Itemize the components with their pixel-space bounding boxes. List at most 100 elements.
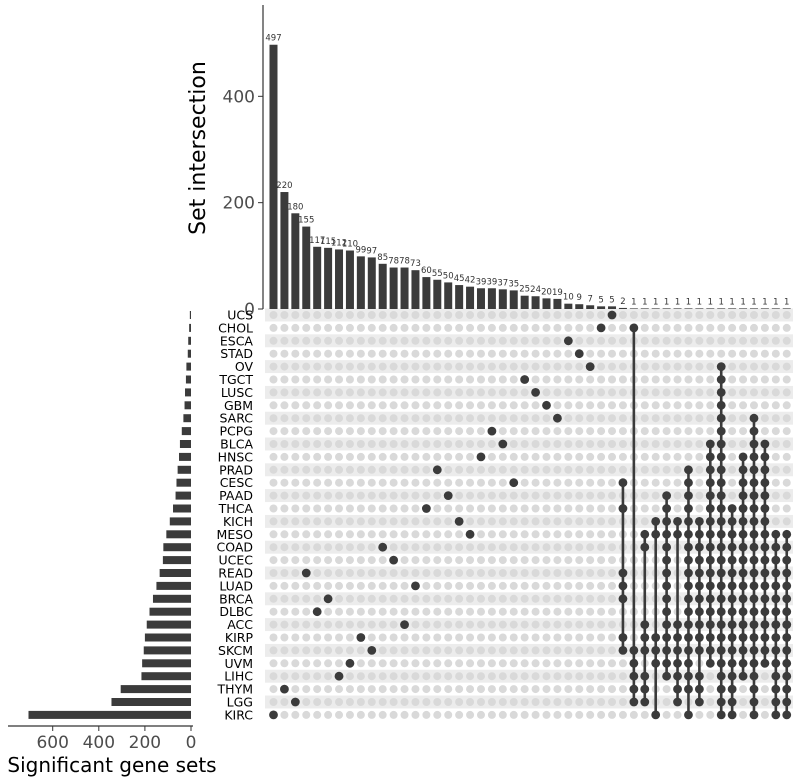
matrix-dot-inactive — [728, 362, 737, 371]
matrix-dot-inactive — [444, 478, 453, 487]
matrix-dot-inactive — [684, 452, 693, 461]
matrix-dot-inactive — [345, 349, 354, 358]
matrix-dot-inactive — [608, 401, 617, 410]
matrix-dot-inactive — [378, 440, 387, 448]
matrix-dot-inactive — [498, 659, 507, 668]
matrix-dot-inactive — [487, 311, 496, 319]
matrix-dot-inactive — [302, 659, 311, 668]
intersection-bar — [280, 192, 289, 309]
matrix-dot-inactive — [651, 491, 660, 500]
matrix-dot-inactive — [444, 543, 453, 552]
matrix-dot-inactive — [509, 491, 518, 500]
matrix-dot-inactive — [335, 491, 344, 500]
matrix-dot-inactive — [575, 375, 584, 384]
matrix-dot-active — [662, 504, 672, 513]
matrix-dot-inactive — [335, 336, 344, 345]
matrix-dot-inactive — [553, 556, 562, 565]
matrix-dot-inactive — [586, 581, 595, 590]
matrix-dot-active — [694, 671, 704, 681]
matrix-dot-inactive — [422, 620, 431, 629]
intersection-bar — [498, 289, 507, 309]
intersection-bar — [618, 307, 627, 309]
intersection-bar — [269, 44, 278, 310]
intersection-value-label: 1 — [664, 297, 669, 307]
matrix-dot-inactive — [345, 556, 354, 565]
matrix-dot-inactive — [498, 491, 507, 500]
matrix-dot-inactive — [411, 388, 420, 397]
matrix-dot-inactive — [433, 530, 442, 539]
matrix-dot-inactive — [520, 620, 529, 629]
matrix-row-stripe — [265, 334, 793, 348]
matrix-dot-inactive — [411, 633, 420, 642]
matrix-dot-inactive — [520, 349, 529, 358]
matrix-dot-active — [640, 633, 650, 642]
matrix-dot-active — [662, 581, 672, 591]
matrix-dot-inactive — [411, 362, 420, 371]
matrix-dot-active — [716, 671, 726, 681]
matrix-dot-inactive — [771, 414, 780, 423]
matrix-dot-inactive — [487, 478, 496, 487]
matrix-dot-inactive — [400, 685, 409, 694]
matrix-dot-inactive — [433, 685, 442, 694]
matrix-dot-active — [760, 633, 770, 642]
set-label: MESO — [217, 527, 254, 542]
matrix-dot-inactive — [433, 517, 442, 526]
matrix-dot-active — [771, 581, 781, 591]
set-size-bar — [183, 414, 191, 423]
matrix-dot-inactive — [422, 556, 431, 565]
matrix-dot-active — [749, 504, 759, 513]
matrix-dot-inactive — [367, 633, 376, 642]
matrix-dot-inactive — [389, 349, 398, 358]
matrix-dot-inactive — [411, 685, 420, 694]
matrix-dot-inactive — [531, 311, 540, 319]
matrix-dot-active — [509, 478, 519, 488]
matrix-dot-active — [454, 517, 464, 526]
matrix-dot-inactive — [520, 362, 529, 371]
matrix-dot-inactive — [269, 375, 278, 384]
intersection-bar — [684, 308, 693, 309]
matrix-dot-inactive — [367, 607, 376, 616]
matrix-dot-inactive — [291, 401, 300, 410]
matrix-dot-inactive — [356, 685, 365, 694]
matrix-dot-inactive — [466, 349, 475, 358]
matrix-dot-inactive — [684, 349, 693, 358]
matrix-dot-inactive — [411, 710, 420, 719]
matrix-dot-inactive — [542, 685, 551, 694]
matrix-dot-active — [782, 658, 792, 668]
matrix-dot-inactive — [564, 710, 573, 719]
matrix-dot-inactive — [509, 465, 518, 474]
matrix-dot-inactive — [575, 323, 584, 332]
matrix-dot-inactive — [280, 349, 289, 358]
matrix-dot-inactive — [542, 607, 551, 616]
matrix-dot-inactive — [520, 646, 529, 655]
matrix-dot-inactive — [324, 362, 333, 371]
matrix-dot-inactive — [760, 710, 769, 719]
matrix-dot-inactive — [291, 388, 300, 397]
intersection-bar — [455, 285, 464, 309]
matrix-dot-inactive — [455, 710, 464, 719]
matrix-dot-inactive — [345, 685, 354, 694]
set-size-bar — [175, 491, 191, 500]
matrix-dot-inactive — [531, 517, 540, 526]
matrix-dot-inactive — [269, 620, 278, 629]
matrix-dot-inactive — [575, 581, 584, 590]
matrix-dot-inactive — [378, 414, 387, 423]
matrix-dot-inactive — [673, 710, 682, 719]
matrix-dot-inactive — [335, 543, 344, 552]
matrix-dot-inactive — [618, 388, 627, 397]
matrix-dot-inactive — [335, 323, 344, 332]
matrix-dot-inactive — [509, 504, 518, 513]
matrix-dot-inactive — [313, 556, 322, 565]
matrix-dot-inactive — [651, 388, 660, 397]
matrix-dot-active — [749, 413, 759, 423]
matrix-dot-inactive — [335, 440, 344, 448]
matrix-dot-inactive — [498, 646, 507, 655]
matrix-dot-inactive — [335, 659, 344, 668]
matrix-dot-inactive — [476, 672, 485, 681]
matrix-dot-inactive — [356, 620, 365, 629]
matrix-dot-active — [760, 607, 770, 617]
matrix-dot-active — [705, 491, 715, 500]
matrix-dot-inactive — [706, 685, 715, 694]
matrix-dot-active — [411, 581, 420, 591]
set-label: THYM — [217, 682, 253, 697]
